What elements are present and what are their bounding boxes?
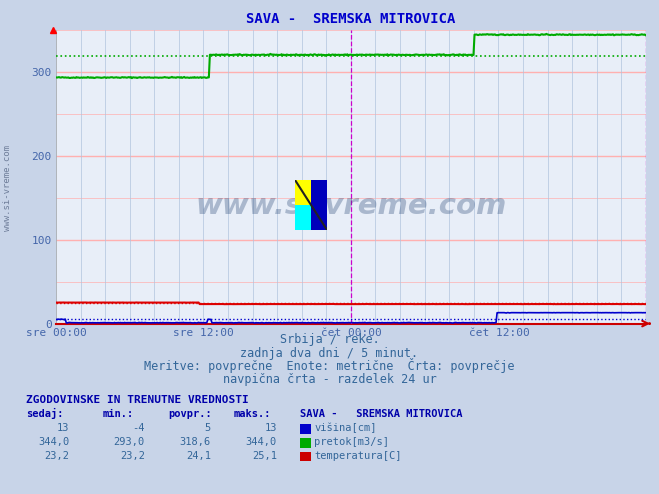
Text: www.si-vreme.com: www.si-vreme.com — [3, 145, 13, 231]
Text: 23,2: 23,2 — [120, 451, 145, 461]
Text: ZGODOVINSKE IN TRENUTNE VREDNOSTI: ZGODOVINSKE IN TRENUTNE VREDNOSTI — [26, 395, 249, 405]
Text: SAVA -   SREMSKA MITROVICA: SAVA - SREMSKA MITROVICA — [300, 410, 463, 419]
Text: 23,2: 23,2 — [44, 451, 69, 461]
Text: -4: -4 — [132, 423, 145, 433]
Text: Meritve: povprečne  Enote: metrične  Črta: povprečje: Meritve: povprečne Enote: metrične Črta:… — [144, 358, 515, 373]
Text: min.:: min.: — [102, 410, 133, 419]
Title: SAVA -  SREMSKA MITROVICA: SAVA - SREMSKA MITROVICA — [246, 12, 455, 26]
Bar — [295, 205, 311, 230]
Text: pretok[m3/s]: pretok[m3/s] — [314, 437, 389, 447]
Text: Srbija / reke.: Srbija / reke. — [279, 333, 380, 346]
Text: zadnja dva dni / 5 minut.: zadnja dva dni / 5 minut. — [241, 347, 418, 360]
Text: www.si-vreme.com: www.si-vreme.com — [195, 192, 507, 220]
Text: 344,0: 344,0 — [246, 437, 277, 447]
Bar — [295, 180, 311, 205]
Text: 293,0: 293,0 — [114, 437, 145, 447]
Text: 13: 13 — [264, 423, 277, 433]
Text: 5: 5 — [205, 423, 211, 433]
Text: 344,0: 344,0 — [38, 437, 69, 447]
Bar — [311, 180, 327, 230]
Text: navpična črta - razdelek 24 ur: navpična črta - razdelek 24 ur — [223, 373, 436, 386]
Text: povpr.:: povpr.: — [168, 410, 212, 419]
Text: sedaj:: sedaj: — [26, 409, 64, 419]
Text: 24,1: 24,1 — [186, 451, 211, 461]
Text: višina[cm]: višina[cm] — [314, 423, 377, 433]
Text: temperatura[C]: temperatura[C] — [314, 451, 402, 461]
Text: 13: 13 — [57, 423, 69, 433]
Text: 25,1: 25,1 — [252, 451, 277, 461]
Text: 318,6: 318,6 — [180, 437, 211, 447]
Text: maks.:: maks.: — [234, 410, 272, 419]
